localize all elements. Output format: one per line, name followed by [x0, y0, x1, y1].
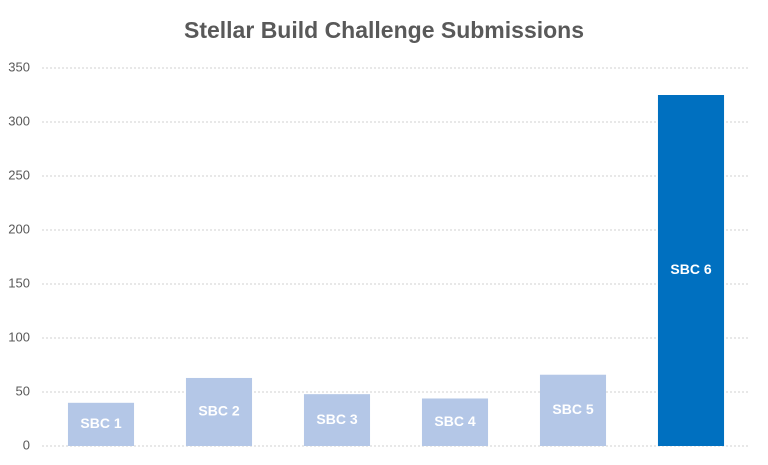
y-tick-label: 100 — [8, 329, 30, 344]
bar — [421, 398, 489, 446]
category-label: SBC 2 — [198, 403, 239, 419]
category-label: SBC 4 — [434, 413, 475, 429]
y-tick-label: 0 — [23, 437, 30, 452]
bar — [303, 394, 371, 446]
y-tick-label: 200 — [8, 221, 30, 236]
category-label: SBC 1 — [80, 415, 121, 431]
category-label: SBC 3 — [316, 411, 357, 427]
y-tick-label: 250 — [8, 167, 30, 182]
y-tick-label: 150 — [8, 275, 30, 290]
y-tick-label: 350 — [8, 59, 30, 74]
chart-title: Stellar Build Challenge Submissions — [184, 17, 584, 43]
y-tick-label: 300 — [8, 113, 30, 128]
category-label: SBC 5 — [552, 401, 593, 417]
y-tick-label: 50 — [16, 383, 30, 398]
bar — [539, 374, 607, 446]
bar — [657, 95, 725, 446]
bar — [67, 402, 135, 446]
bar — [185, 377, 253, 446]
category-label: SBC 6 — [670, 261, 711, 277]
